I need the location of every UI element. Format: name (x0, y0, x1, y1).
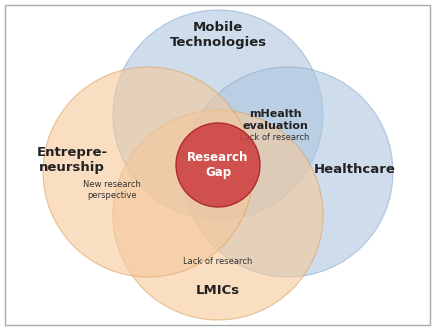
Text: Research
Gap: Research Gap (187, 151, 248, 179)
Text: Lack of research: Lack of research (240, 134, 309, 143)
Text: Mobile
Technologies: Mobile Technologies (169, 21, 266, 49)
Circle shape (43, 67, 253, 277)
Text: Healthcare: Healthcare (313, 163, 395, 177)
Circle shape (113, 10, 322, 220)
Text: New research
perspective: New research perspective (83, 180, 141, 200)
Text: Lack of research: Lack of research (183, 257, 252, 267)
Text: Entrepre-
neurship: Entrepre- neurship (36, 146, 107, 174)
Circle shape (183, 67, 392, 277)
Circle shape (176, 123, 260, 207)
Text: mHealth
evaluation: mHealth evaluation (241, 109, 307, 131)
Circle shape (113, 110, 322, 320)
Text: LMICs: LMICs (195, 283, 240, 296)
